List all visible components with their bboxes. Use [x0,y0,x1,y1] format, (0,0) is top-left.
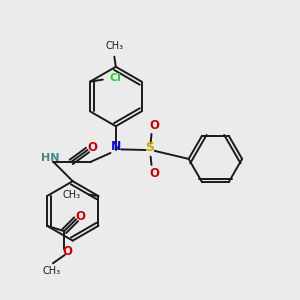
Text: CH₃: CH₃ [105,41,123,51]
Text: O: O [149,167,160,180]
Text: O: O [75,210,85,224]
Text: S: S [146,140,154,154]
Text: CH₃: CH₃ [62,190,81,200]
Text: O: O [149,119,160,132]
Text: O: O [62,245,72,258]
Text: Cl: Cl [110,73,121,83]
Text: CH₃: CH₃ [42,266,61,276]
Text: O: O [87,141,97,154]
Text: N: N [111,140,121,153]
Text: HN: HN [40,153,59,163]
